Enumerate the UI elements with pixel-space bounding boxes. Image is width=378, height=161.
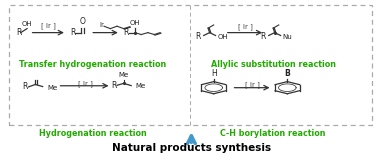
Text: B: B: [285, 69, 290, 78]
Text: Natural products synthesis: Natural products synthesis: [112, 143, 271, 153]
Text: Allylic substitution reaction: Allylic substitution reaction: [211, 60, 336, 69]
Text: R: R: [71, 28, 76, 37]
Text: Me: Me: [119, 72, 129, 78]
Text: R: R: [22, 82, 28, 91]
Text: Nu: Nu: [282, 34, 292, 40]
Text: [ Ir ]: [ Ir ]: [41, 22, 56, 29]
Text: OH: OH: [22, 21, 33, 27]
Text: R: R: [195, 32, 201, 41]
Text: R: R: [16, 28, 21, 37]
Text: H: H: [211, 69, 217, 78]
FancyBboxPatch shape: [9, 5, 372, 125]
Text: Hydrogenation reaction: Hydrogenation reaction: [39, 129, 147, 138]
Text: OH: OH: [130, 20, 140, 26]
Text: O: O: [79, 17, 85, 26]
Text: Me: Me: [47, 85, 57, 90]
Text: [ Ir ]: [ Ir ]: [238, 24, 253, 30]
Text: R: R: [111, 81, 116, 90]
Text: C-H borylation reaction: C-H borylation reaction: [220, 129, 326, 138]
Text: Transfer hydrogenation reaction: Transfer hydrogenation reaction: [19, 60, 166, 69]
Text: [ Ir ]: [ Ir ]: [78, 80, 93, 87]
Text: [ Ir ]: [ Ir ]: [245, 81, 260, 88]
Text: R: R: [260, 32, 266, 41]
Text: Ir: Ir: [99, 22, 104, 28]
Text: OH: OH: [217, 34, 228, 40]
Text: R: R: [124, 28, 129, 37]
Text: Me: Me: [136, 83, 146, 89]
